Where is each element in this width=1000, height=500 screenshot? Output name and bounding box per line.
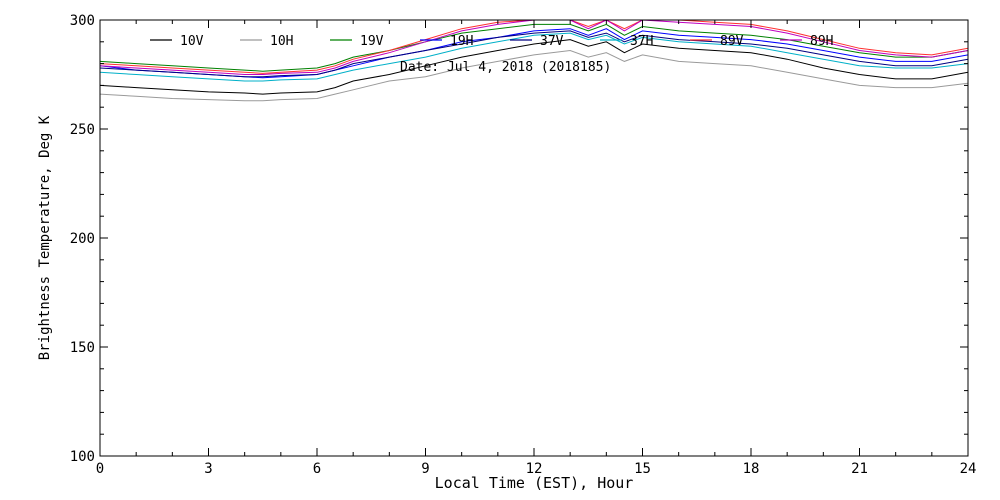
- legend: 10V 10H 19V 19H 37V 37H 89V 89H: [150, 34, 833, 49]
- y-tick-label: 150: [70, 340, 95, 356]
- series-line-10h: [99, 49, 969, 102]
- x-tick-label: 21: [851, 461, 868, 477]
- axis-ticks: 0 3 6 9 12 15 18 21 24 100 150 200 250 300: [70, 13, 977, 477]
- y-tick-label: 100: [70, 449, 95, 465]
- x-tick-label: 12: [526, 461, 543, 477]
- x-tick-label: 6: [313, 461, 321, 477]
- x-tick-label: 9: [421, 461, 429, 477]
- y-axis-label: Brightness Temperature, Deg K: [37, 115, 53, 360]
- legend-label-89h: 89H: [810, 34, 833, 49]
- series-line-10v: [99, 39, 969, 95]
- legend-label-37h: 37H: [630, 34, 653, 49]
- x-tick-label: 3: [204, 461, 212, 477]
- legend-label-10v: 10V: [180, 34, 204, 49]
- x-tick-label: 0: [96, 461, 104, 477]
- x-tick-label: 15: [634, 461, 651, 477]
- plot-frame: [99, 19, 969, 457]
- y-tick-label: 300: [70, 13, 95, 29]
- chart-title: Date: Jul 4, 2018 (2018185): [400, 60, 611, 75]
- legend-label-19v: 19V: [360, 34, 384, 49]
- legend-label-89v: 89V: [720, 34, 744, 49]
- series-line-37v: [99, 30, 969, 78]
- y-tick-label: 250: [70, 122, 95, 138]
- legend-label-37v: 37V: [540, 34, 564, 49]
- series-line-19h: [99, 28, 969, 79]
- legend-label-10h: 10H: [270, 34, 293, 49]
- y-tick-label: 200: [70, 231, 95, 247]
- legend-label-19h: 19H: [450, 34, 473, 49]
- x-axis-label: Local Time (EST), Hour: [435, 474, 634, 492]
- x-tick-label: 24: [960, 461, 977, 477]
- x-tick-label: 18: [743, 461, 760, 477]
- series-line-37h: [99, 32, 969, 82]
